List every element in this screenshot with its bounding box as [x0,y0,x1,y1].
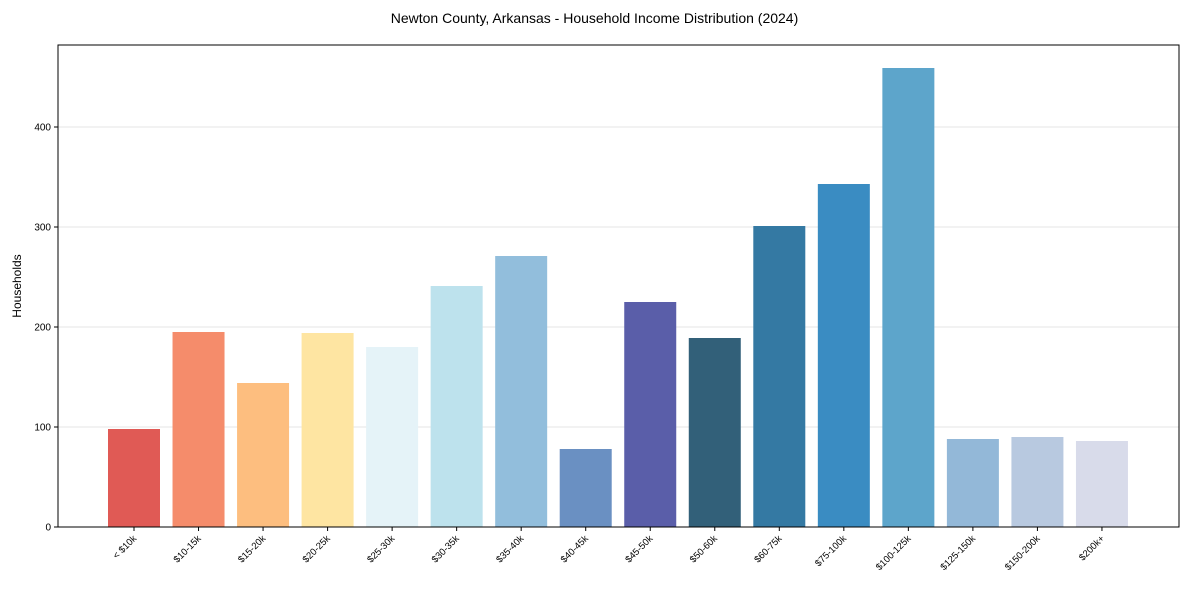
bar-2 [237,383,290,527]
y-axis-label: Households [10,254,24,317]
x-tick-label: $150-200k [1003,533,1043,573]
x-tick-label: $30-35k [430,533,462,565]
bar-10 [753,226,806,527]
x-tick-label: $20-25k [301,533,333,565]
x-tick-label: $15-20k [236,533,268,565]
x-tick-label: $40-45k [559,533,591,565]
bar-11 [817,184,870,527]
bar-15 [1075,441,1128,527]
bar-8 [624,302,677,527]
x-tick-label: $75-100k [813,533,849,569]
bar-12 [882,68,935,527]
x-tick-label: $10-15k [172,533,204,565]
x-tick-label: $25-30k [365,533,397,565]
x-tick-label: $125-150k [938,533,978,573]
x-tick-label: $35-40k [494,533,526,565]
y-tick-label: 400 [34,123,51,134]
bar-3 [301,333,354,527]
bar-1 [172,332,225,527]
x-tick-label: $60-75k [752,533,784,565]
x-tick-label: $45-50k [623,533,655,565]
x-tick-label: < $10k [111,533,139,561]
bar-7 [559,449,612,527]
bar-9 [688,338,741,527]
bar-14 [1011,437,1064,527]
x-tick-label: $100-125k [874,533,914,573]
y-tick-label: 0 [45,523,51,534]
bar-0 [108,429,160,527]
bar-4 [366,347,419,527]
x-tick-label: $50-60k [688,533,720,565]
bar-13 [946,439,999,527]
x-tick-label: $200k+ [1077,533,1107,563]
bar-6 [495,256,548,527]
plot-frame [57,44,1180,528]
chart-title: Newton County, Arkansas - Household Inco… [390,10,799,26]
y-tick-label: 100 [34,423,51,434]
y-tick-label: 300 [34,223,51,234]
bar-5 [430,286,483,527]
y-tick-label: 200 [34,323,51,334]
